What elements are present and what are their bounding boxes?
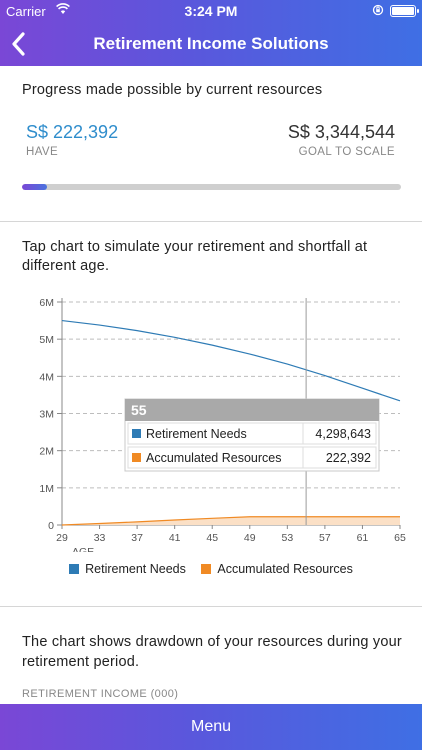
x-tick-label: 37 (131, 532, 143, 544)
divider (0, 606, 422, 607)
nav-bar: Retirement Income Solutions (0, 22, 422, 66)
x-tick-label: 29 (56, 532, 68, 544)
x-tick-label: 45 (206, 532, 218, 544)
goal-label: GOAL TO SCALE (298, 146, 395, 158)
y-tick-label: 5M (39, 334, 54, 346)
tooltip-series-name: Retirement Needs (146, 427, 247, 441)
retirement-chart[interactable]: 0 1M 2M 3M 4M 5M 6M 29 33 37 41 45 49 53 57 61 65 AGE 55 Re… (22, 292, 407, 552)
have-label: HAVE (26, 146, 59, 158)
tooltip-series-value: 222,392 (326, 451, 371, 465)
y-tick-label: 6M (39, 297, 54, 309)
retirement-income-label: RETIREMENT INCOME (000) (22, 688, 179, 700)
accumulated-resources-line (61, 516, 400, 526)
tooltip-swatch (132, 429, 141, 438)
legend-label-accumulated-resources: Accumulated Resources (217, 562, 353, 576)
y-tick-label: 2M (39, 446, 54, 458)
tooltip-swatch (132, 453, 141, 462)
x-axis-label: AGE (72, 546, 94, 552)
tooltip-value-cell (302, 446, 377, 469)
tooltip-age: 55 (131, 402, 147, 418)
legend-item-retirement-needs[interactable]: Retirement Needs (69, 562, 186, 576)
x-tick-label: 65 (394, 532, 406, 544)
tooltip-series-value: 4,298,643 (315, 427, 371, 441)
menu-button[interactable]: Menu (0, 704, 422, 750)
progress-bar (22, 184, 401, 190)
have-value: S$ 222,392 (26, 122, 119, 142)
header: Carrier 3:24 PM Retirement Income Soluti… (0, 0, 422, 66)
x-tick-label: 41 (169, 532, 181, 544)
x-tick-label: 61 (357, 532, 369, 544)
x-tick-label: 53 (281, 532, 293, 544)
tooltip-header (125, 399, 379, 421)
menu-label: Menu (190, 718, 232, 735)
legend-item-accumulated-resources[interactable]: Accumulated Resources (201, 562, 353, 576)
y-tick-label: 4M (39, 371, 54, 383)
accumulated-resources-area (62, 516, 400, 525)
goal-value: S$ 3,344,544 (287, 122, 395, 142)
legend-swatch-accumulated-resources (201, 564, 212, 574)
chevron-left-icon (12, 32, 25, 56)
chart-legend: Retirement Needs Accumulated Resources (0, 562, 422, 576)
battery-icon (390, 5, 419, 17)
rotation-lock-icon (372, 4, 384, 19)
status-bar: Carrier 3:24 PM (0, 0, 422, 22)
x-tick-label: 57 (319, 532, 331, 544)
legend-swatch-retirement-needs (69, 564, 80, 574)
y-tick-label: 1M (39, 483, 54, 495)
simulation-section-title: Tap chart to simulate your retirement an… (22, 239, 368, 274)
y-tick-label: 0 (48, 520, 54, 532)
divider (0, 221, 422, 222)
progress-bar-fill (22, 184, 48, 190)
back-button[interactable] (6, 28, 36, 60)
wifi-icon (56, 3, 70, 18)
retirement-needs-line (61, 319, 401, 402)
page-title: Retirement Income Solutions (93, 34, 329, 53)
content-scroll[interactable]: Progress made possible by current resour… (0, 66, 422, 704)
y-tick-label: 3M (39, 409, 54, 421)
progress-section-title: Progress made possible by current resour… (22, 82, 323, 98)
tooltip-value-cell (302, 422, 377, 445)
x-tick-label: 49 (244, 532, 256, 544)
tooltip-series-name: Accumulated Resources (146, 451, 281, 465)
x-tick-label: 33 (94, 532, 106, 544)
carrier-label: Carrier (6, 4, 46, 19)
clock: 3:24 PM (184, 3, 238, 19)
legend-label-retirement-needs: Retirement Needs (85, 562, 186, 576)
drawdown-section-title: The chart shows drawdown of your resourc… (22, 634, 402, 670)
